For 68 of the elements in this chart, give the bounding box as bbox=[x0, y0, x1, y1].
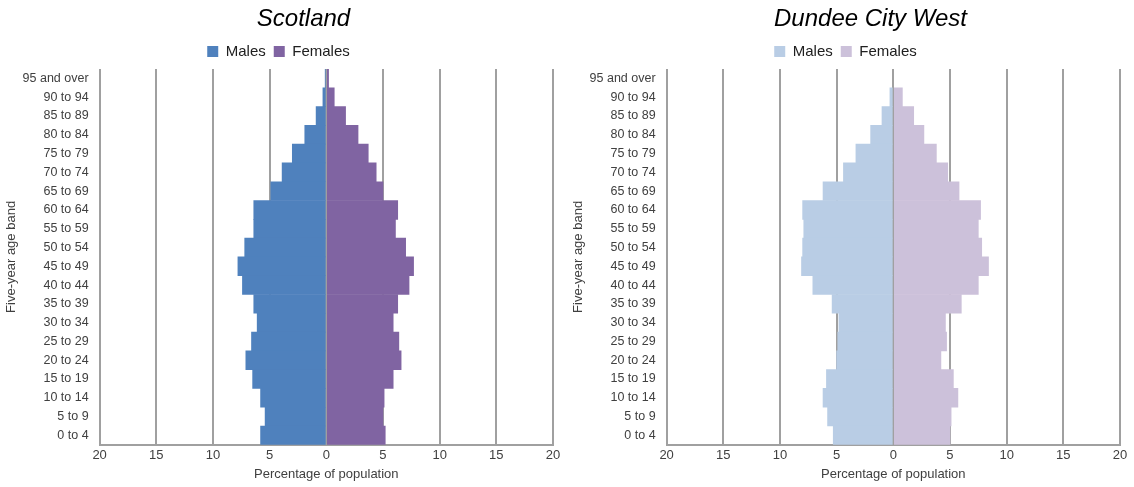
y-tick-label: 90 to 94 bbox=[43, 89, 89, 104]
x-tick-label: 10 bbox=[772, 447, 788, 463]
y-tick-label: 10 to 14 bbox=[610, 390, 656, 405]
y-tick-label: 15 to 19 bbox=[43, 371, 89, 386]
x-tick-label: 15 bbox=[149, 447, 164, 463]
y-tick-label: 50 to 54 bbox=[43, 239, 89, 254]
y-axis-title: Five-year age band bbox=[3, 200, 19, 313]
x-tick-label: 5 bbox=[946, 447, 954, 463]
y-tick-label: 5 to 9 bbox=[624, 409, 656, 424]
y-tick-label: 95 and over bbox=[589, 70, 656, 85]
y-tick-label: 45 to 49 bbox=[43, 258, 89, 273]
y-tick-label: 40 to 44 bbox=[610, 277, 656, 292]
x-tick-label: 20 bbox=[545, 447, 561, 463]
x-axis-title: Percentage of population bbox=[254, 465, 399, 481]
x-tick-label: 10 bbox=[999, 447, 1014, 463]
y-tick-label: 65 to 69 bbox=[610, 183, 656, 198]
y-tick-label: 65 to 69 bbox=[43, 183, 89, 198]
x-tick-label: 0 bbox=[889, 447, 897, 463]
y-axis-title: Five-year age band bbox=[570, 200, 586, 313]
y-tick-label: 90 to 94 bbox=[610, 89, 656, 104]
x-tick-label: 5 bbox=[266, 447, 274, 463]
y-tick-label: 0 to 4 bbox=[624, 427, 656, 442]
y-tick-label: 25 to 29 bbox=[43, 333, 89, 348]
y-tick-label: 20 to 24 bbox=[43, 352, 89, 367]
y-tick-label: 35 to 39 bbox=[43, 296, 89, 311]
chart-title: Dundee City West bbox=[773, 3, 969, 33]
y-tick-label: 95 and over bbox=[22, 70, 89, 85]
y-tick-label: 35 to 39 bbox=[610, 296, 656, 311]
y-tick-label: 25 to 29 bbox=[610, 333, 656, 348]
y-tick-label: 10 to 14 bbox=[43, 390, 89, 405]
legend-label: Females bbox=[292, 41, 350, 59]
y-tick-label: 20 to 24 bbox=[610, 352, 656, 367]
y-tick-label: 60 to 64 bbox=[43, 202, 89, 217]
x-tick-label: 10 bbox=[432, 447, 447, 463]
y-tick-label: 5 to 9 bbox=[57, 409, 89, 424]
y-tick-label: 70 to 74 bbox=[43, 164, 89, 179]
y-tick-label: 15 to 19 bbox=[610, 371, 656, 386]
y-tick-label: 45 to 49 bbox=[610, 258, 656, 273]
y-tick-label: 85 to 89 bbox=[610, 108, 656, 123]
x-tick-label: 20 bbox=[1112, 447, 1128, 463]
y-tick-label: 0 to 4 bbox=[57, 427, 89, 442]
y-tick-label: 55 to 59 bbox=[43, 221, 89, 236]
y-tick-label: 80 to 84 bbox=[610, 127, 656, 142]
x-tick-label: 15 bbox=[489, 447, 504, 463]
x-tick-label: 15 bbox=[1056, 447, 1071, 463]
x-tick-label: 20 bbox=[92, 447, 107, 463]
y-tick-label: 30 to 34 bbox=[610, 315, 656, 330]
y-tick-label: 80 to 84 bbox=[43, 127, 89, 142]
legend-label: Males bbox=[792, 41, 833, 59]
x-tick-label: 20 bbox=[659, 447, 674, 463]
y-tick-label: 85 to 89 bbox=[43, 108, 89, 123]
x-axis-title: Percentage of population bbox=[821, 465, 966, 481]
y-tick-label: 70 to 74 bbox=[610, 164, 656, 179]
y-tick-label: 75 to 79 bbox=[43, 146, 89, 161]
x-tick-label: 10 bbox=[205, 447, 221, 463]
y-tick-label: 50 to 54 bbox=[610, 239, 656, 254]
x-tick-label: 5 bbox=[833, 447, 841, 463]
legend-label: Males bbox=[225, 41, 266, 59]
y-tick-label: 55 to 59 bbox=[610, 221, 656, 236]
chart-title: Scotland bbox=[255, 3, 352, 33]
y-tick-label: 30 to 34 bbox=[43, 315, 89, 330]
y-tick-label: 75 to 79 bbox=[610, 146, 656, 161]
x-tick-label: 15 bbox=[716, 447, 731, 463]
x-tick-label: 5 bbox=[379, 447, 387, 463]
y-tick-label: 40 to 44 bbox=[43, 277, 89, 292]
y-tick-label: 60 to 64 bbox=[610, 202, 656, 217]
legend-label: Females bbox=[859, 41, 917, 59]
x-tick-label: 0 bbox=[322, 447, 330, 463]
